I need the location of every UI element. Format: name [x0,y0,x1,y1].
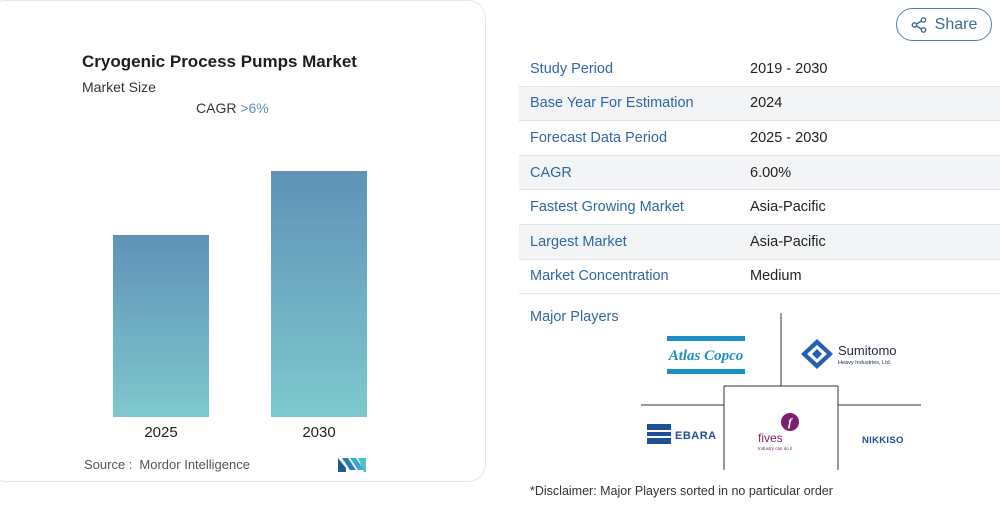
atlas-copco-logo: Atlas Copco [667,336,745,374]
fives-wordmark: fives [758,431,783,445]
table-row: Study Period 2019 - 2030 [519,52,1000,87]
ebara-wordmark: EBARA [675,430,717,442]
cagr-label: CAGR [196,100,237,116]
table-row: Market Concentration Medium [519,260,1000,295]
bar-2025 [113,234,209,417]
bar-2030 [271,171,367,417]
row-value: 2024 [750,95,783,112]
row-label: Forecast Data Period [530,129,668,146]
source-line: Source : Mordor Intelligence [84,457,250,472]
row-value: Medium [750,268,802,285]
fives-logo: f fives Industry can do it [758,413,799,451]
table-row: Largest Market Asia-Pacific [519,224,1000,260]
fives-tagline: Industry can do it [758,446,793,451]
row-label: Fastest Growing Market [530,199,684,216]
source-name: Mordor Intelligence [139,457,250,472]
row-value: Asia-Pacific [750,199,826,216]
chart-subtitle: Market Size [82,79,156,95]
sumitomo-logo: Sumitomo Heavy Industries, Ltd. [801,339,897,369]
share-icon [911,16,927,33]
row-value: Asia-Pacific [750,233,826,250]
market-snapshot-table: Study Period 2019 - 2030 Base Year For E… [519,52,1000,295]
atlas-copco-wordmark: Atlas Copco [668,348,744,364]
cagr-value: >6% [240,100,269,116]
cagr-summary: CAGR >6% [196,100,269,116]
x-tick-label: 2030 [302,424,335,441]
source-label: Source : [84,457,133,472]
x-tick-label: 2025 [144,424,177,441]
share-button[interactable]: Share [896,8,992,41]
ebara-logo: EBARA [647,424,717,444]
row-label: CAGR [530,164,572,181]
svg-text:f: f [788,415,793,429]
disclaimer-text: *Disclaimer: Major Players sorted in no … [530,484,833,498]
major-players-title: Major Players [530,309,619,325]
bar-chart: 2025 2030 [113,171,367,441]
row-label: Base Year For Estimation [530,95,694,112]
table-row: Base Year For Estimation 2024 [519,86,1000,122]
share-label: Share [934,15,978,33]
row-value: 2019 - 2030 [750,60,828,77]
table-row: Forecast Data Period 2025 - 2030 [519,121,1000,156]
nikkiso-wordmark: NIKKISO [862,435,904,446]
table-row: Fastest Growing Market Asia-Pacific [519,190,1000,225]
row-value: 2025 - 2030 [750,129,828,146]
row-value: 6.00% [750,164,792,181]
row-label: Study Period [530,60,614,77]
sumitomo-wordmark: Sumitomo [838,343,897,358]
chart-title: Cryogenic Process Pumps Market [82,52,357,71]
nikkiso-logo: NIKKISO [862,435,904,446]
market-size-card [0,0,486,482]
sumitomo-subtitle: Heavy Industries, Ltd. [838,360,892,366]
table-row: CAGR 6.00% [519,155,1000,191]
row-label: Largest Market [530,233,627,250]
row-label: Market Concentration [530,268,669,285]
mordor-logo-icon [338,458,366,472]
